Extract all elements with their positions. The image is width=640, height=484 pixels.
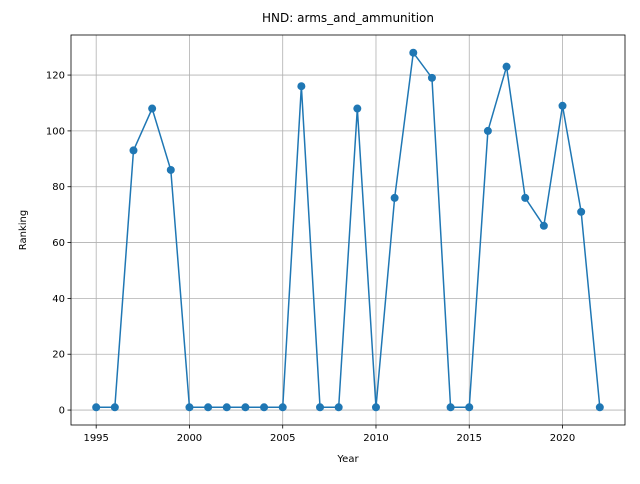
x-axis-label: Year (336, 454, 359, 465)
data-point (539, 221, 548, 230)
y-tick-label: 100 (46, 126, 65, 137)
data-point (241, 403, 250, 412)
data-point (446, 403, 455, 412)
y-axis-label: Ranking (18, 210, 29, 250)
plot-frame (70, 34, 626, 426)
y-tick-label: 80 (52, 182, 65, 193)
y-tick-label: 60 (52, 238, 65, 249)
x-tick-label: 2015 (457, 433, 482, 444)
data-point (409, 48, 418, 57)
data-point (371, 403, 380, 412)
data-point (110, 403, 119, 412)
y-tick-label: 120 (46, 71, 65, 82)
y-tick-label: 20 (52, 350, 65, 361)
data-point (390, 193, 399, 202)
data-point (222, 403, 231, 412)
data-point (465, 403, 474, 412)
data-point (297, 82, 306, 91)
x-tick-label: 2000 (177, 433, 202, 444)
data-point (278, 403, 287, 412)
y-tick-label: 0 (59, 406, 65, 417)
data-line (96, 50, 601, 409)
x-tick-label: 2005 (270, 433, 295, 444)
data-point (353, 104, 362, 113)
x-tick-label: 2020 (550, 433, 575, 444)
data-point (204, 403, 213, 412)
chart-title: HND: arms_and_ammunition (262, 11, 434, 25)
y-tick-label: 40 (52, 294, 65, 305)
data-point (185, 403, 194, 412)
data-point (558, 101, 567, 110)
data-point (502, 62, 511, 71)
data-point (260, 403, 269, 412)
data-point (92, 403, 101, 412)
data-point (483, 126, 492, 135)
data-point (521, 193, 530, 202)
data-point (316, 403, 325, 412)
data-point (166, 165, 175, 174)
data-point (129, 146, 138, 155)
data-point (427, 73, 436, 82)
data-point (595, 403, 604, 412)
x-tick-label: 1995 (83, 433, 108, 444)
x-tick-label: 2010 (363, 433, 388, 444)
data-point (148, 104, 157, 113)
data-point (334, 403, 343, 412)
data-point (577, 207, 586, 216)
